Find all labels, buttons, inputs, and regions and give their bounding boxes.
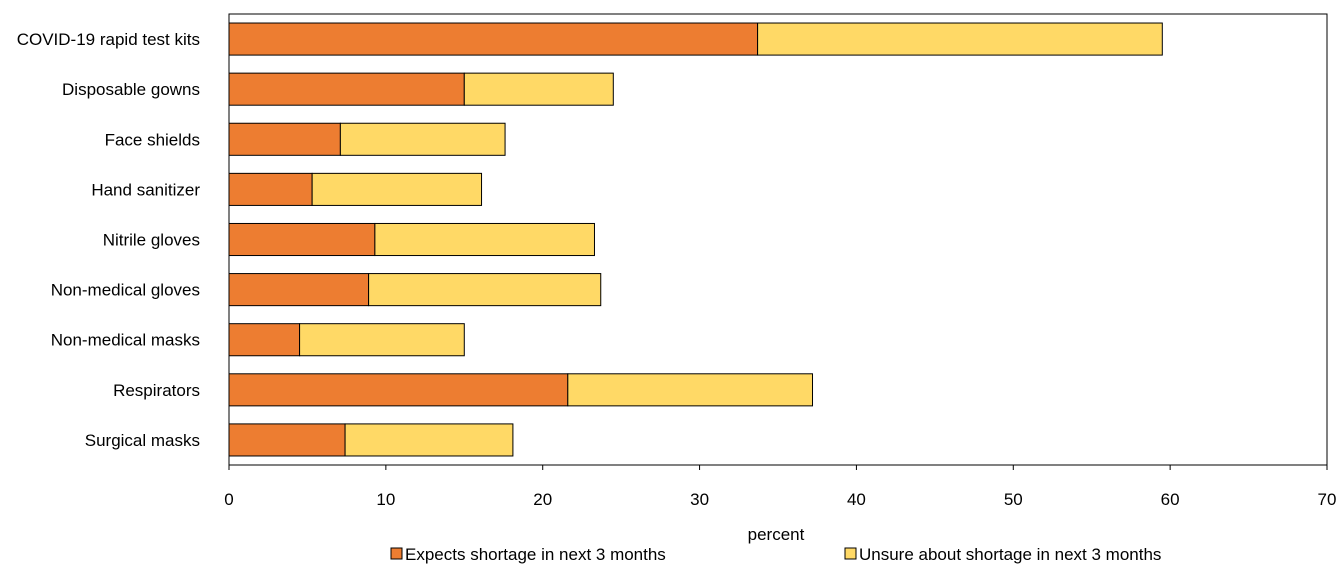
bar-disposable-gowns-series-1 (463, 72, 614, 106)
bar-face-shields-series-0 (228, 122, 341, 156)
bar-non-medical-gloves-series-0 (228, 273, 370, 307)
legend-swatch-expects-shortage (390, 547, 403, 560)
category-label-hand-sanitizer: Hand sanitizer (91, 180, 200, 199)
category-label-covid-19-rapid-test-kits: COVID-19 rapid test kits (17, 30, 200, 49)
x-axis-ticks: 0 10 20 30 40 50 60 70 (224, 465, 1336, 509)
bar-disposable-gowns-series-0 (228, 72, 465, 106)
legend-label-unsure-shortage: Unsure about shortage in next 3 months (859, 545, 1161, 564)
legend-label-expects-shortage: Expects shortage in next 3 months (405, 545, 666, 564)
bar-respirators-series-0 (228, 373, 569, 407)
category-label-non-medical-gloves: Non-medical gloves (51, 281, 200, 300)
x-tick-label-70: 70 (1318, 490, 1337, 509)
bar-nitrile-gloves-series-1 (374, 222, 595, 257)
x-tick-label-30: 30 (690, 490, 709, 509)
x-tick-label-50: 50 (1004, 490, 1023, 509)
x-tick-label-20: 20 (533, 490, 552, 509)
category-label-respirators: Respirators (113, 381, 200, 400)
bar-surgical-masks-series-0 (228, 423, 346, 457)
bar-face-shields-series-1 (339, 122, 506, 156)
legend-swatch-unsure-shortage (844, 547, 857, 560)
x-tick-label-10: 10 (376, 490, 395, 509)
bar-non-medical-masks-series-0 (228, 323, 301, 357)
bar-hand-sanitizer-series-0 (228, 172, 313, 206)
bars-group (228, 22, 1163, 457)
x-tick-label-60: 60 (1161, 490, 1180, 509)
bar-hand-sanitizer-series-1 (311, 172, 483, 206)
bar-nitrile-gloves-series-0 (228, 222, 376, 257)
bar-surgical-masks-series-1 (344, 423, 514, 457)
bar-non-medical-masks-series-1 (299, 323, 465, 357)
category-labels: COVID-19 rapid test kits Disposable gowns… (17, 30, 201, 450)
category-label-surgical-masks: Surgical masks (85, 431, 200, 450)
plot-area-frame (228, 13, 1328, 466)
category-label-non-medical-masks: Non-medical masks (51, 331, 200, 350)
bar-respirators-series-1 (567, 373, 814, 407)
category-label-nitrile-gloves: Nitrile gloves (103, 231, 200, 250)
x-axis-title: percent (748, 525, 805, 544)
category-label-face-shields: Face shields (105, 130, 200, 149)
bar-non-medical-gloves-series-1 (368, 273, 602, 307)
bar-covid-19-rapid-test-kits-series-1 (757, 22, 1163, 56)
category-label-disposable-gowns: Disposable gowns (62, 80, 200, 99)
bar-covid-19-rapid-test-kits-series-0 (228, 22, 759, 56)
x-tick-label-40: 40 (847, 490, 866, 509)
x-tick-label-0: 0 (224, 490, 233, 509)
legend: Expects shortage in next 3 months Unsure… (390, 545, 1161, 564)
